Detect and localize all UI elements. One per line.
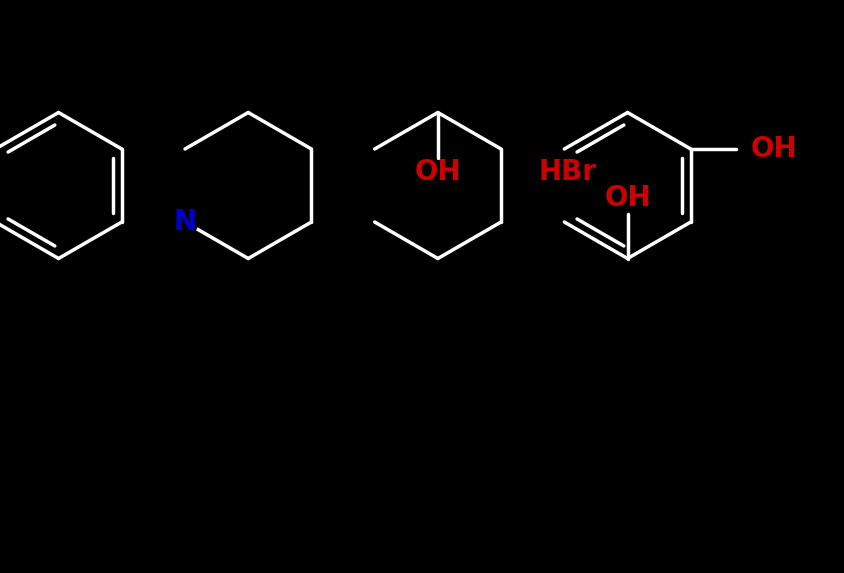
Text: HBr: HBr [538,159,597,186]
Text: N: N [173,208,197,236]
Circle shape [172,209,198,235]
Text: OH: OH [604,185,651,213]
Text: OH: OH [751,135,798,163]
Text: OH: OH [414,159,461,186]
